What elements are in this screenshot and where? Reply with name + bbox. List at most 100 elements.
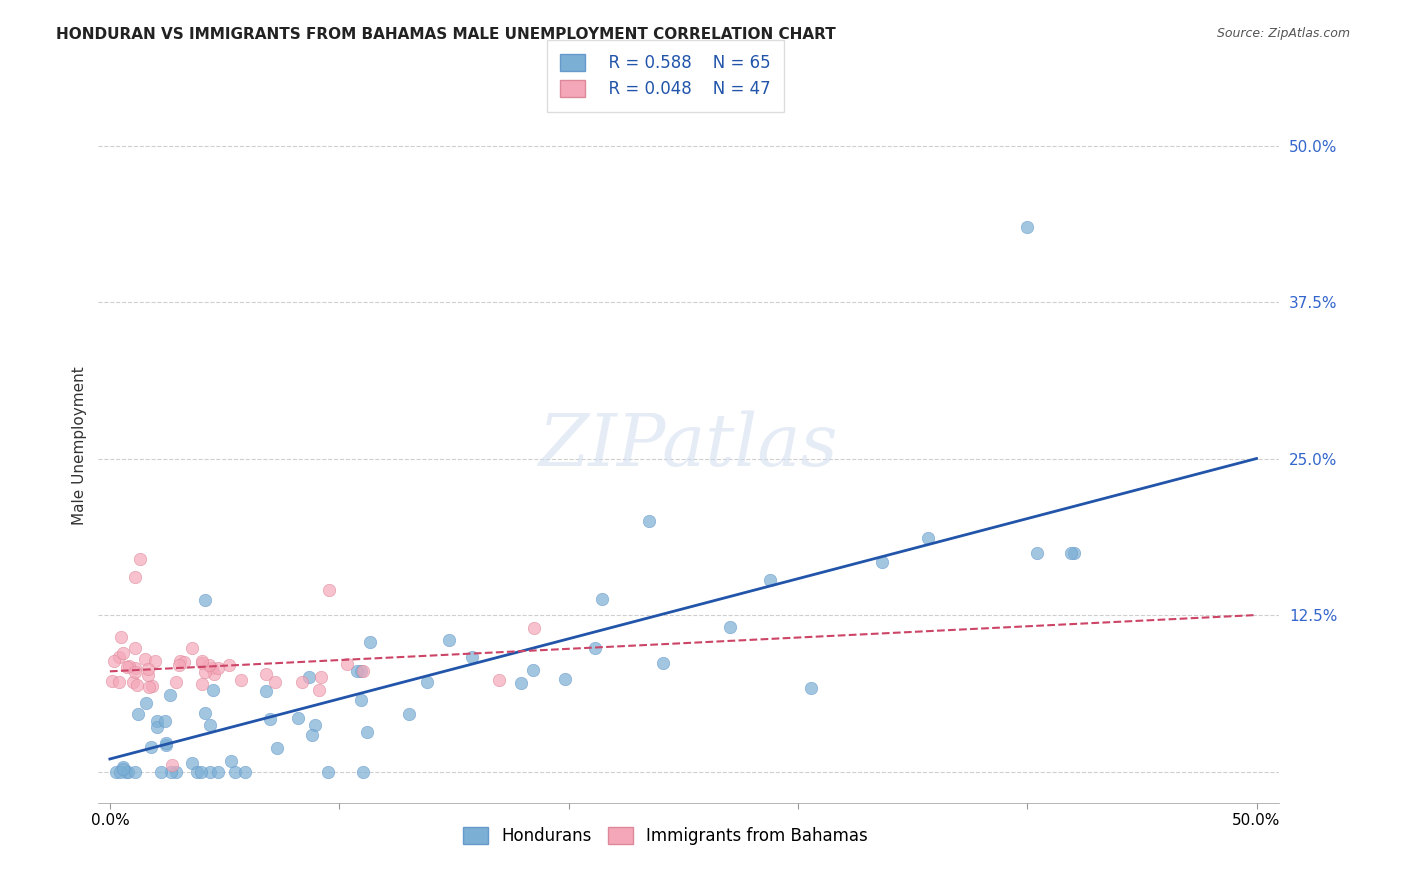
Point: [104, 764, 127, 779]
Point: [145, 714, 167, 728]
Point: [138, 680, 160, 694]
Y-axis label: Male Unemployment: Male Unemployment: [72, 367, 87, 525]
Point: [128, 551, 150, 566]
Point: [145, 720, 167, 734]
Point: [437, 633, 460, 648]
Point: [190, 764, 212, 779]
Point: [254, 667, 277, 681]
Point: [461, 650, 484, 665]
Point: [160, 758, 183, 772]
Point: [143, 654, 166, 668]
Point: [523, 621, 546, 635]
Point: [124, 661, 146, 675]
Point: [591, 592, 613, 607]
Text: ZIPatlas: ZIPatlas: [538, 410, 839, 482]
Text: HONDURAN VS IMMIGRANTS FROM BAHAMAS MALE UNEMPLOYMENT CORRELATION CHART: HONDURAN VS IMMIGRANTS FROM BAHAMAS MALE…: [56, 27, 837, 42]
Point: [160, 764, 183, 779]
Point: [759, 573, 782, 587]
Point: [291, 675, 314, 690]
Point: [198, 764, 221, 779]
Point: [198, 718, 221, 732]
Point: [352, 664, 374, 678]
Point: [221, 754, 243, 768]
Point: [110, 630, 132, 644]
Point: [141, 739, 163, 754]
Point: [359, 635, 381, 649]
Point: [122, 674, 145, 689]
Point: [297, 670, 319, 684]
Point: [108, 675, 131, 690]
Point: [917, 531, 939, 545]
Point: [155, 735, 177, 749]
Point: [159, 688, 181, 702]
Point: [134, 652, 156, 666]
Point: [173, 656, 195, 670]
Point: [207, 661, 229, 675]
Point: [150, 764, 173, 779]
Point: [254, 683, 277, 698]
Point: [165, 764, 187, 779]
Point: [103, 654, 125, 668]
Point: [416, 675, 439, 690]
Point: [349, 693, 371, 707]
Point: [117, 660, 139, 674]
Point: [190, 656, 212, 670]
Point: [585, 640, 607, 655]
Point: [350, 664, 373, 678]
Point: [218, 658, 240, 673]
Point: [800, 681, 823, 695]
Point: [194, 706, 217, 721]
Point: [124, 665, 146, 680]
Point: [194, 665, 217, 680]
Point: [118, 659, 141, 673]
Point: [488, 673, 510, 687]
Point: [141, 679, 163, 693]
Point: [155, 738, 177, 752]
Point: [124, 764, 146, 779]
Point: [153, 714, 176, 729]
Point: [136, 667, 159, 681]
Point: [356, 724, 378, 739]
Point: [554, 672, 576, 686]
Point: [167, 658, 190, 673]
Point: [111, 762, 134, 776]
Point: [181, 756, 204, 770]
Point: [169, 655, 191, 669]
Point: [398, 707, 420, 722]
Point: [202, 667, 225, 681]
Point: [186, 764, 208, 779]
Point: [318, 582, 340, 597]
Point: [101, 673, 124, 688]
Point: [308, 683, 330, 698]
Point: [111, 760, 134, 774]
Point: [266, 740, 288, 755]
Point: [165, 675, 187, 690]
Point: [637, 514, 659, 528]
Point: [1063, 546, 1085, 560]
Point: [233, 764, 256, 779]
Point: [115, 764, 138, 779]
Point: [336, 657, 359, 671]
Point: [870, 555, 893, 569]
Point: [316, 764, 339, 779]
Point: [201, 661, 224, 675]
Point: [718, 619, 741, 633]
Point: [259, 711, 281, 725]
Point: [301, 728, 323, 742]
Point: [127, 706, 149, 721]
Point: [1060, 546, 1083, 560]
Point: [127, 678, 149, 692]
Point: [124, 640, 146, 655]
Point: [652, 656, 675, 670]
Point: [346, 665, 368, 679]
Point: [509, 676, 531, 690]
Point: [135, 696, 157, 710]
Point: [136, 662, 159, 676]
Point: [522, 663, 544, 677]
Point: [112, 646, 135, 660]
Point: [352, 764, 374, 779]
Point: [207, 764, 229, 779]
Point: [198, 658, 221, 673]
Point: [311, 670, 333, 684]
Point: [108, 764, 131, 779]
